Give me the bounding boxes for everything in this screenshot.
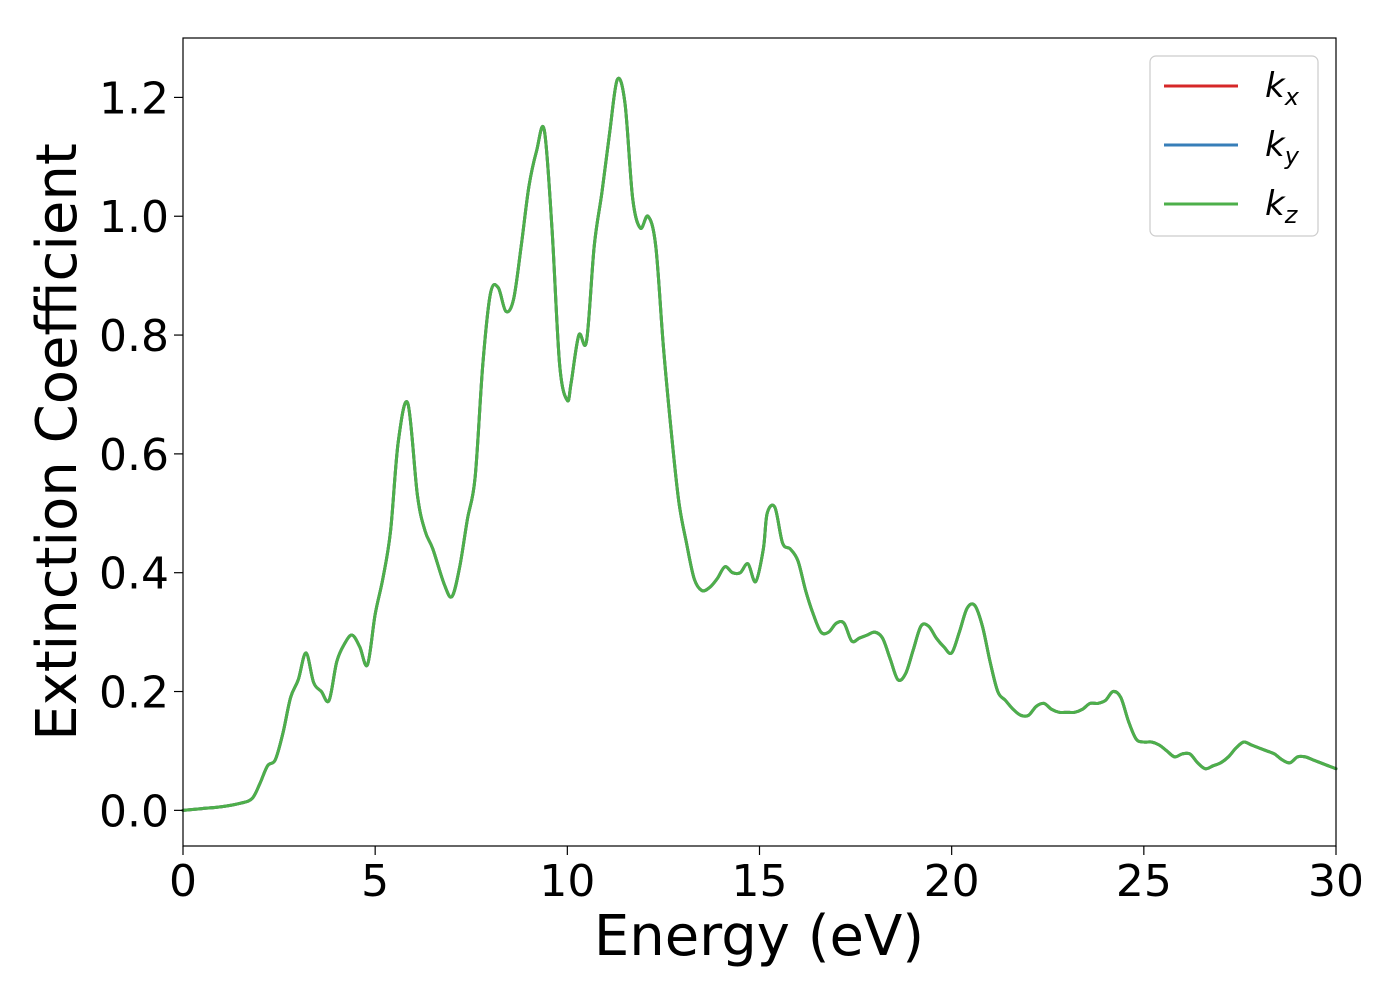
- series-line-kz: [181, 76, 1338, 812]
- series-layer: [181, 76, 1338, 812]
- x-tick-label: 25: [1116, 856, 1172, 907]
- legend-label-kz: kz: [1265, 184, 1299, 229]
- y-axis-ticks: 0.0 0.2 0.4 0.6 0.8 1.0 1.2: [99, 73, 183, 837]
- y-tick-label: 1.2: [99, 73, 169, 124]
- y-tick-label: 0.0: [99, 786, 169, 837]
- x-tick-label: 10: [539, 856, 595, 907]
- legend: kx ky kz: [1149, 55, 1319, 237]
- y-tick-label: 0.6: [99, 430, 169, 481]
- x-tick-label: 15: [732, 856, 788, 907]
- x-tick-label: 20: [924, 856, 980, 907]
- y-axis-title: Extinction Coefficient: [25, 143, 90, 741]
- plot-background: [183, 38, 1336, 846]
- legend-label-kx: kx: [1265, 66, 1300, 111]
- x-axis-title: Energy (eV): [594, 904, 924, 969]
- legend-label-ky: ky: [1265, 125, 1300, 170]
- y-tick-label: 0.4: [99, 549, 169, 600]
- x-tick-label: 0: [169, 856, 197, 907]
- x-tick-label: 30: [1308, 856, 1364, 907]
- y-tick-label: 0.2: [99, 668, 169, 719]
- y-tick-label: 1.0: [99, 192, 169, 243]
- x-tick-label: 5: [361, 856, 389, 907]
- legend-entries: kx ky kz: [1164, 66, 1300, 229]
- y-tick-label: 0.8: [99, 311, 169, 362]
- x-axis-ticks: 0 5 10 15 20 25 30: [169, 846, 1364, 907]
